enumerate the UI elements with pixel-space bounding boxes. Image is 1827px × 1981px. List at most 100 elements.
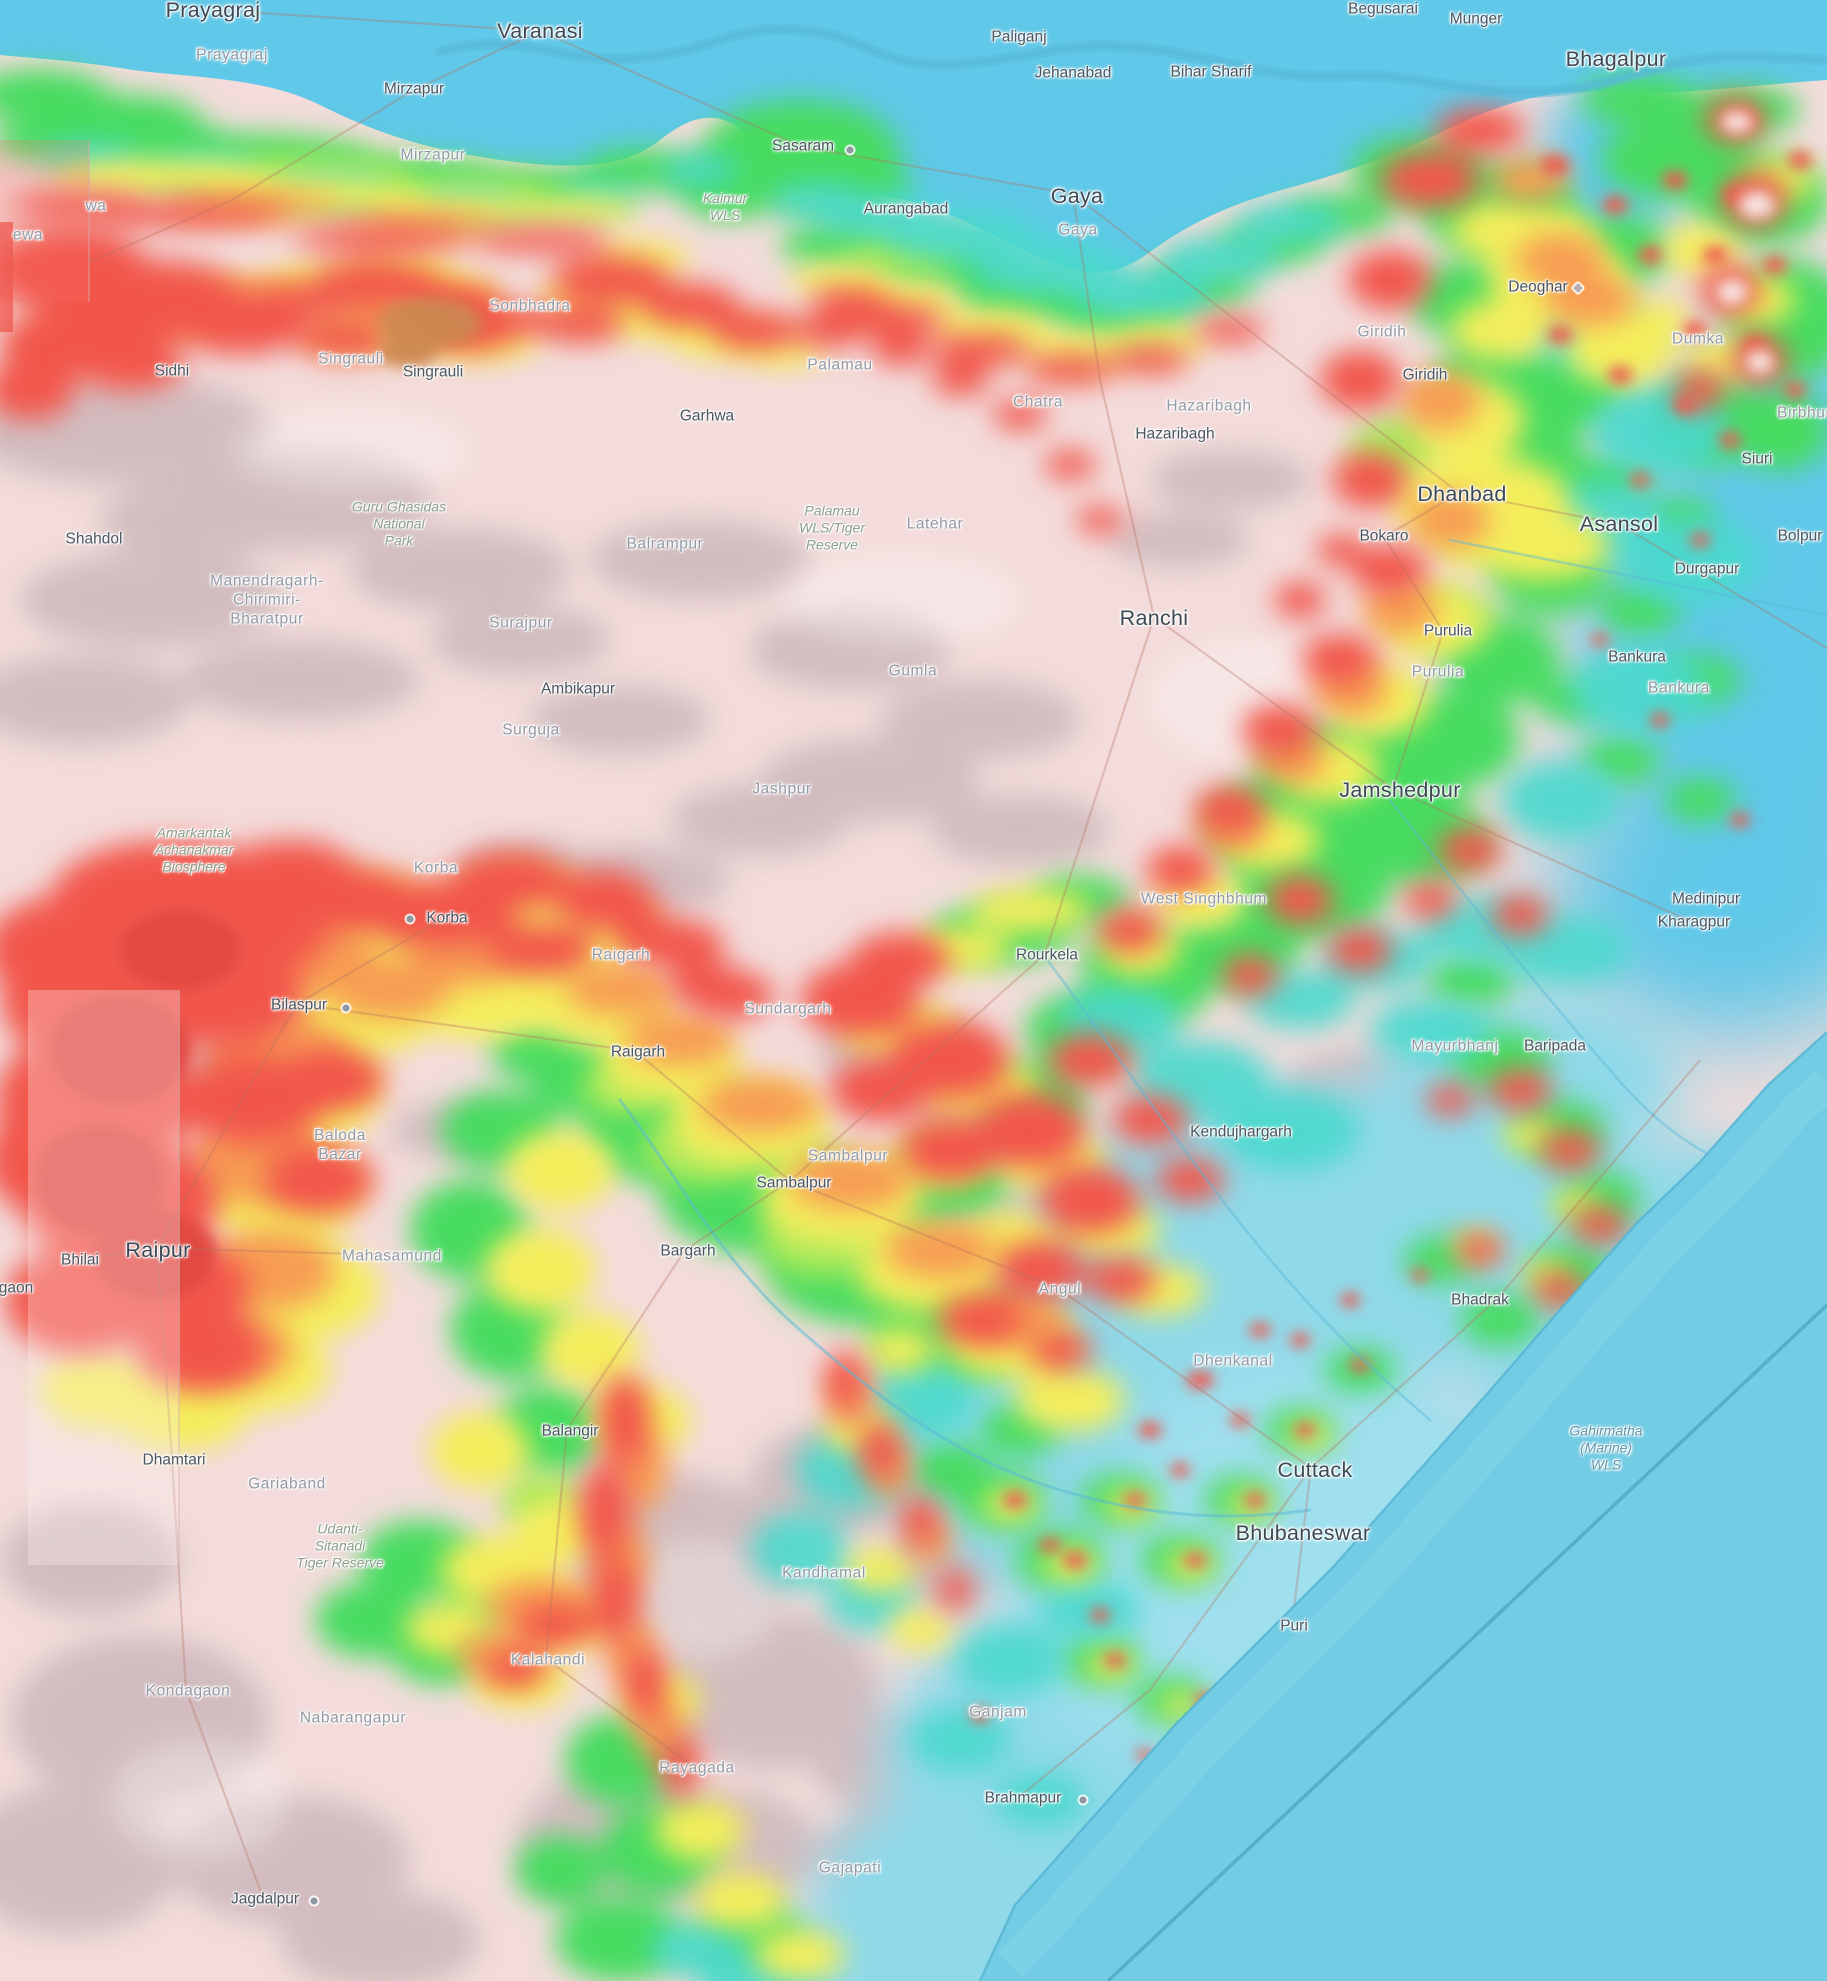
north-plain xyxy=(0,0,1827,273)
map-label: Kaimur WLS xyxy=(702,189,748,223)
place-marker-icon xyxy=(1573,283,1583,293)
nearshore-band xyxy=(997,1070,1827,1977)
map-label: Gaya xyxy=(1050,183,1104,208)
map-label: Ranchi xyxy=(1119,605,1189,630)
map-label: Kandhamal xyxy=(782,1564,866,1582)
map-label: Bhagalpur xyxy=(1565,46,1667,71)
map-label: Mirzapur xyxy=(383,80,445,98)
map-label: Asansol xyxy=(1579,511,1659,536)
map-label: Deoghar xyxy=(1508,278,1568,296)
map-label: Baripada xyxy=(1523,1037,1587,1055)
map-label: Sasaram xyxy=(771,137,835,155)
map-label: Bargarh xyxy=(660,1242,716,1260)
map-label: Sidhi xyxy=(154,362,190,380)
map-label: gaon xyxy=(0,1279,34,1297)
map-label: Bihar Sharif xyxy=(1170,63,1252,81)
map-label: Birbhum xyxy=(1777,404,1827,422)
rajmahal-pale-cores xyxy=(1716,111,1775,374)
rivers xyxy=(434,23,1827,1518)
map-label: Varanasi xyxy=(497,18,583,43)
map-label: Bhilai xyxy=(61,1251,99,1269)
map-label: Singrauli xyxy=(402,363,464,381)
map-label: Balangir xyxy=(541,1422,599,1440)
map-label: Bhadrak xyxy=(1451,1291,1509,1309)
map-label: Jehanabad xyxy=(1034,64,1112,82)
map-label: Jamshedpur xyxy=(1339,777,1461,802)
map-label: Chatra xyxy=(1012,393,1064,411)
singrauli-mines xyxy=(378,297,482,368)
map-label: Kharagpur xyxy=(1657,913,1731,931)
map-label: Dhamtari xyxy=(142,1451,206,1469)
map-label: Dhenkanal xyxy=(1193,1352,1273,1370)
map-label: Bhubaneswar xyxy=(1235,1520,1371,1545)
map-label: Angul xyxy=(1038,1280,1082,1298)
map-label: Hazaribagh xyxy=(1135,425,1215,443)
map-label: Udanti- Sitanadi Tiger Reserve xyxy=(296,1520,384,1571)
map-label: Bokaro xyxy=(1359,527,1409,545)
red-speckles xyxy=(970,111,1812,1761)
place-marker-icon xyxy=(310,1897,318,1905)
map-label: Ganjam xyxy=(969,1703,1027,1721)
map-label: Korba xyxy=(426,909,468,927)
map-label: Sundargarh xyxy=(744,1000,832,1018)
map-label: Gaya xyxy=(1058,221,1098,239)
place-marker-icon xyxy=(342,1004,350,1012)
map-label: Mahasamund xyxy=(342,1247,442,1265)
map-label: Dhanbad xyxy=(1417,481,1507,506)
map-label: Baloda Bazar xyxy=(314,1127,366,1163)
map-label: Siuri xyxy=(1741,450,1773,468)
place-marker-icon xyxy=(846,146,854,154)
map-label: Palamau xyxy=(807,356,873,374)
map-label: Nabarangapur xyxy=(299,1709,407,1727)
map-label: Gahirmatha (Marine) WLS xyxy=(1569,1422,1643,1473)
map-label: Palamau WLS/Tiger Reserve xyxy=(798,502,866,553)
map-label: Munger xyxy=(1449,10,1503,28)
map-label: Puri xyxy=(1280,1617,1308,1635)
map-label: Singrauli xyxy=(318,350,384,368)
map-label: Latehar xyxy=(906,515,964,533)
map-label: Bankura xyxy=(1648,679,1710,697)
map-label: Bolpur xyxy=(1777,527,1823,545)
map-label: Purulia xyxy=(1423,622,1473,640)
map-label: Prayagraj xyxy=(196,46,268,64)
map-label: Gajapati xyxy=(818,1859,882,1877)
coastline xyxy=(978,1031,1827,1981)
red-cores xyxy=(35,910,240,1300)
map-label: Paliganj xyxy=(991,28,1047,46)
map-label: Mirzapur xyxy=(400,146,466,164)
maritime-boundary xyxy=(1106,1303,1827,1981)
map-label: Sambalpur xyxy=(807,1147,889,1165)
map-label: Garhwa xyxy=(679,407,735,425)
map-label: Kendujhargarh xyxy=(1190,1123,1292,1141)
map-label: Cuttack xyxy=(1277,1457,1353,1482)
map-label: Guru Ghasidas National Park xyxy=(351,498,447,549)
map-label: Korba xyxy=(413,859,459,877)
map-label: Brahmapur xyxy=(984,1789,1062,1807)
map-label: Jashpur xyxy=(752,780,812,798)
map-label: wa xyxy=(85,197,107,215)
map-label: Kondagaon xyxy=(145,1682,231,1700)
tile-seams xyxy=(0,140,180,1565)
map-label: Dumka xyxy=(1671,330,1725,348)
map-label: Rourkela xyxy=(1015,946,1079,964)
map-label: Purulia xyxy=(1411,663,1465,681)
map-label: Begusarai xyxy=(1348,0,1418,18)
map-label: Aurangabad xyxy=(863,200,949,218)
map-label: Jagdalpur xyxy=(230,1890,300,1908)
map-label: ewa xyxy=(12,226,44,244)
map-label: Kalahandi xyxy=(510,1651,586,1669)
map-label: Mayurbhanj xyxy=(1411,1037,1499,1055)
map-label: Hazaribagh xyxy=(1166,397,1252,415)
map-label: Durgapur xyxy=(1674,560,1740,578)
map-label: Manendragarh- Chirimiri- Bharatpur xyxy=(210,572,324,628)
map-label: Balrampur xyxy=(626,535,704,553)
map-label: Bankura xyxy=(1608,648,1666,666)
place-marker-icon xyxy=(1079,1796,1087,1804)
map-label: Raigarh xyxy=(610,1043,666,1061)
map-label: Bilaspur xyxy=(271,996,327,1014)
map-label: Surajpur xyxy=(489,614,553,632)
map-label: Ambikapur xyxy=(540,680,616,698)
